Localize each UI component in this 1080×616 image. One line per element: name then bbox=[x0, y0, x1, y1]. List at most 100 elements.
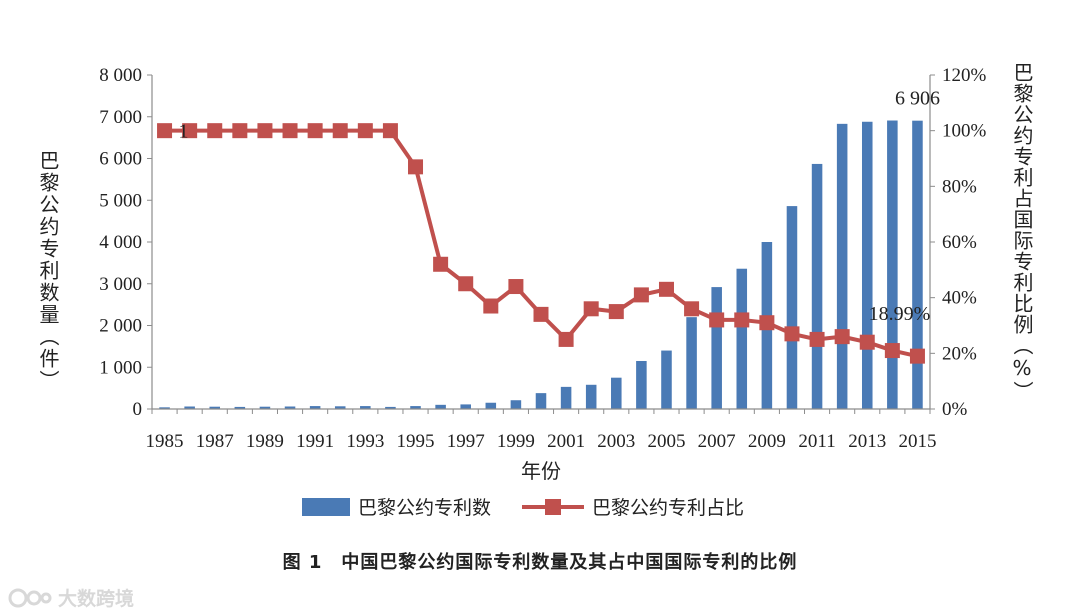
chart: 0 1 000 2 000 3 000 4 000 5 000 6 000 7 000 8 00… bbox=[36, 62, 1034, 519]
x-tick-label: 2015 bbox=[898, 431, 936, 452]
line-marker bbox=[282, 123, 298, 139]
watermark-text: 大数跨境 bbox=[58, 588, 135, 610]
line-marker bbox=[709, 312, 725, 328]
x-tick-label: 1989 bbox=[246, 431, 284, 452]
line-marker bbox=[834, 329, 850, 345]
bar bbox=[309, 406, 321, 409]
bar bbox=[460, 404, 471, 409]
bar bbox=[535, 393, 547, 409]
line-marker bbox=[207, 123, 223, 139]
line-marker bbox=[734, 312, 750, 328]
bar bbox=[560, 386, 572, 409]
legend-bar-label: 巴黎公约专利数 bbox=[358, 497, 491, 519]
y-left-tick-label: 8 000 bbox=[99, 65, 142, 86]
bar bbox=[209, 406, 221, 409]
bar bbox=[611, 377, 622, 409]
line-marker bbox=[759, 315, 775, 331]
bar-series bbox=[159, 120, 923, 409]
line-marker bbox=[684, 301, 700, 317]
y-right-tick-label: 20% bbox=[942, 343, 977, 364]
annotations: 6 906 1 18.99% bbox=[179, 88, 940, 325]
line-marker bbox=[859, 334, 875, 350]
y-left-tick-label: 6 000 bbox=[99, 149, 142, 170]
y-right-tick-label: 40% bbox=[942, 288, 977, 309]
y-left-tick-label: 5 000 bbox=[99, 190, 142, 211]
legend-bar-swatch bbox=[302, 498, 350, 516]
bar bbox=[861, 121, 873, 409]
legend-line-marker bbox=[545, 499, 561, 515]
x-tick-label: 2001 bbox=[547, 431, 585, 452]
line-marker bbox=[608, 304, 624, 320]
line-marker bbox=[232, 123, 248, 139]
axes bbox=[147, 74, 935, 414]
bar bbox=[184, 406, 195, 409]
line-marker bbox=[182, 123, 198, 139]
line-marker bbox=[583, 301, 599, 317]
line-marker bbox=[483, 298, 499, 314]
y-axis-left-title: 巴黎公约专利数量（件） bbox=[36, 150, 60, 392]
bar bbox=[811, 163, 823, 409]
line-marker bbox=[382, 123, 398, 139]
bar bbox=[585, 384, 597, 409]
line-marker bbox=[633, 287, 649, 303]
line-marker bbox=[558, 331, 574, 347]
bar bbox=[887, 120, 898, 409]
line-marker bbox=[909, 348, 925, 364]
bar bbox=[385, 406, 396, 409]
data-label: 18.99% bbox=[869, 303, 931, 325]
line-marker bbox=[809, 331, 825, 347]
bar bbox=[510, 400, 522, 409]
line-marker bbox=[658, 281, 674, 297]
bar bbox=[736, 268, 748, 409]
bar bbox=[159, 407, 170, 409]
x-tick-label: 2005 bbox=[647, 431, 685, 452]
y-right-tick-label: 0% bbox=[942, 399, 968, 420]
legend-line-label: 巴黎公约专利占比 bbox=[592, 497, 744, 519]
line-marker bbox=[433, 256, 449, 272]
bar bbox=[636, 360, 647, 409]
y-right-tick-label: 60% bbox=[942, 232, 977, 253]
watermark: 大数跨境 bbox=[8, 584, 134, 611]
y-left-tick-label: 1 000 bbox=[99, 357, 142, 378]
bar bbox=[485, 402, 497, 409]
line-marker bbox=[257, 123, 273, 139]
data-label: 1 bbox=[179, 121, 189, 143]
line-marker bbox=[458, 276, 474, 292]
line-marker bbox=[157, 123, 173, 139]
bar bbox=[836, 123, 848, 409]
y-left-tick-label: 0 bbox=[133, 399, 143, 420]
bar bbox=[912, 120, 923, 409]
y-left-tick-label: 4 000 bbox=[99, 232, 142, 253]
brand-logo-icon bbox=[8, 588, 52, 607]
x-tick-label: 1999 bbox=[497, 431, 535, 452]
y-axis-right-title: 巴黎公约专利占国际专利比例（%） bbox=[1010, 62, 1034, 402]
bar bbox=[435, 404, 446, 409]
line-marker bbox=[408, 159, 424, 175]
bar bbox=[410, 406, 421, 409]
x-tick-label: 1985 bbox=[146, 431, 184, 452]
bar bbox=[234, 406, 246, 409]
y-right-tick-label: 100% bbox=[942, 121, 987, 142]
x-tick-label: 1997 bbox=[447, 431, 485, 452]
bar bbox=[711, 287, 722, 409]
x-tick-label: 2009 bbox=[748, 431, 786, 452]
bar bbox=[334, 406, 346, 409]
line-marker bbox=[508, 279, 524, 295]
line-marker bbox=[533, 306, 549, 322]
line-marker bbox=[884, 343, 900, 359]
x-tick-label: 1991 bbox=[296, 431, 334, 452]
x-tick-label: 1993 bbox=[346, 431, 384, 452]
y-left-tick-label: 2 000 bbox=[99, 316, 142, 337]
bar bbox=[786, 206, 798, 409]
x-tick-label: 2007 bbox=[698, 431, 736, 452]
bar bbox=[360, 406, 371, 409]
bar bbox=[661, 350, 672, 409]
y-right-tick-label: 120% bbox=[942, 65, 987, 86]
bar bbox=[259, 406, 271, 409]
legend: 巴黎公约专利数 巴黎公约专利占比 bbox=[302, 497, 744, 519]
line-marker bbox=[307, 123, 323, 139]
line-series bbox=[157, 123, 925, 364]
x-tick-label: 1987 bbox=[196, 431, 234, 452]
y-left-tick-label: 7 000 bbox=[99, 107, 142, 128]
line-marker bbox=[784, 326, 800, 342]
